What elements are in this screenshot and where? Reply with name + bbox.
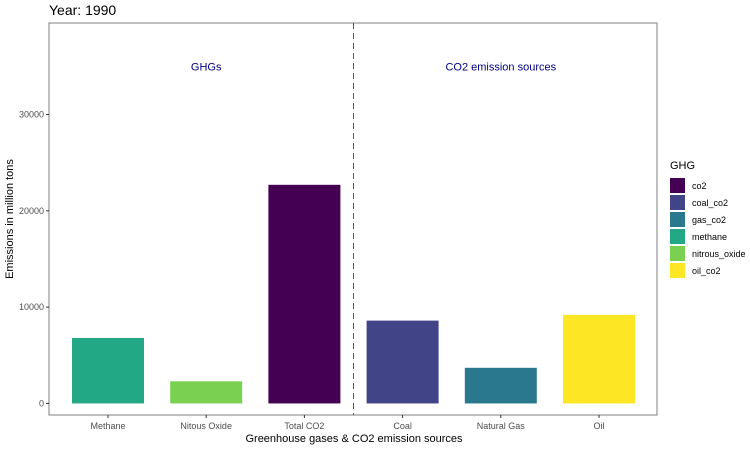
x-tick-label: Total CO2	[284, 421, 324, 431]
legend-title: GHG	[670, 160, 695, 172]
x-axis-label: Greenhouse gases & CO2 emission sources	[245, 433, 463, 445]
legend-swatch	[670, 263, 685, 278]
annotation-co2-sources: CO2 emission sources	[445, 61, 556, 73]
legend-swatch	[670, 178, 685, 193]
legend-swatch	[670, 229, 685, 244]
legend-label: oil_co2	[692, 266, 721, 276]
y-axis-label: Emissions in million tons	[4, 159, 16, 279]
legend-label: nitrous_oxide	[692, 249, 746, 259]
y-tick-label: 20000	[19, 206, 44, 216]
bars-group	[72, 184, 635, 404]
x-tick-label: Methane	[90, 421, 125, 431]
x-axis: Methane Nitous Oxide Total CO2 Coal Natural …	[90, 415, 605, 431]
bar-oil-co2	[563, 314, 635, 404]
chart-title: Year: 1990	[49, 2, 116, 18]
annotations-group: GHGs CO2 emission sources	[191, 61, 557, 73]
bar-co2	[268, 184, 341, 404]
legend-label: coal_co2	[692, 198, 728, 208]
legend-swatch	[670, 246, 685, 261]
y-tick-label: 30000	[19, 109, 44, 119]
y-axis: 0 10000 20000 30000	[19, 109, 49, 408]
legend-swatch	[670, 195, 685, 210]
legend-swatch	[670, 212, 685, 227]
bar-methane	[72, 337, 144, 404]
annotation-ghgs: GHGs	[191, 61, 222, 73]
y-tick-label: 10000	[19, 302, 44, 312]
legend-label: methane	[692, 232, 727, 242]
x-tick-label: Coal	[393, 421, 412, 431]
legend-label: gas_co2	[692, 215, 726, 225]
bar-nitrous-oxide	[170, 381, 243, 404]
bar-gas-co2	[464, 367, 537, 404]
bar-coal-co2	[366, 320, 439, 404]
x-tick-label: Nitous Oxide	[180, 421, 232, 431]
x-tick-label: Natural Gas	[477, 421, 526, 431]
x-tick-label: Oil	[594, 421, 605, 431]
y-tick-label: 0	[39, 398, 44, 408]
legend-label: co2	[692, 181, 707, 191]
